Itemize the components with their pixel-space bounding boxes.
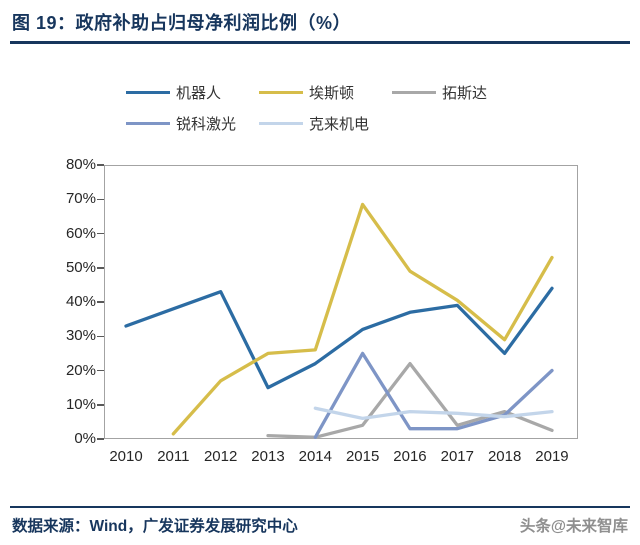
x-axis-tick-label: 2018 <box>487 448 522 465</box>
y-axis-tick-label: 80% <box>65 156 96 173</box>
y-axis-tick <box>97 267 104 269</box>
x-axis-tick-label: 2017 <box>440 448 474 465</box>
x-axis-tick-label: 2016 <box>393 448 427 465</box>
x-axis-tick-label: 2015 <box>345 448 380 465</box>
y-axis-tick-label: 10% <box>65 395 96 413</box>
footer-divider <box>10 506 630 508</box>
y-axis-tick-label: 50% <box>65 258 96 276</box>
plot-lines <box>124 202 554 439</box>
x-axis-tick-label: 2010 <box>109 448 143 465</box>
data-source-note: 数据来源：Wind，广发证券发展研究中心 <box>12 518 298 535</box>
series-line <box>313 351 554 439</box>
legend-label: 埃斯顿 <box>309 85 355 102</box>
title-divider <box>10 41 630 44</box>
legend-line-swatch <box>259 90 303 95</box>
legend-line-swatch <box>259 121 303 126</box>
series-line <box>124 286 554 390</box>
legend-item: 克来机电 <box>259 110 392 137</box>
y-axis-tick <box>97 335 104 337</box>
y-axis-tick-label: 60% <box>65 224 96 242</box>
y-axis-tick-label: 20% <box>65 361 96 379</box>
legend-line-swatch <box>126 121 170 126</box>
legend-line-swatch <box>392 90 436 95</box>
legend-label: 克来机电 <box>309 116 370 133</box>
legend-item: 锐科激光 <box>126 110 259 137</box>
y-axis-tick <box>97 404 104 406</box>
y-axis-tick <box>97 438 104 440</box>
legend-item: 埃斯顿 <box>259 79 392 106</box>
series-line <box>171 202 554 436</box>
y-axis-tick-label: 70% <box>65 190 96 208</box>
y-axis-tick-label: 0% <box>74 430 96 447</box>
figure-title: 图 19：政府补助占归母净利润比例（%） <box>12 13 352 33</box>
x-axis-tick-label: 2012 <box>203 448 238 465</box>
y-axis-tick <box>97 164 104 166</box>
legend-item: 机器人 <box>126 79 259 106</box>
x-axis-tick-label: 2013 <box>251 448 285 465</box>
legend-item: 拓斯达 <box>392 79 525 106</box>
y-axis-tick-label: 40% <box>65 293 96 310</box>
chart-legend: 机器人 埃斯顿 拓斯达锐科激光 克来机电 <box>126 79 531 137</box>
y-axis-tick <box>97 198 104 200</box>
y-axis-tick-label: 30% <box>65 327 96 345</box>
legend-line-swatch <box>126 90 170 95</box>
x-axis-tick-label: 2011 <box>157 448 190 465</box>
legend-label: 锐科激光 <box>176 116 237 133</box>
x-axis-tick-label: 2014 <box>298 448 332 465</box>
line-chart: 0% 10% 20% 30% 40% 50% 60% 70% 80% 2010 2011 2012 20… <box>0 155 640 485</box>
x-axis-tick-label: 2019 <box>535 448 569 465</box>
series-line <box>313 406 554 421</box>
y-axis-tick <box>97 301 104 303</box>
legend-label: 拓斯达 <box>442 85 488 102</box>
y-axis-tick <box>97 232 104 235</box>
watermark-label: 头条@未来智库 <box>519 518 628 535</box>
y-axis-tick <box>97 369 104 372</box>
legend-label: 机器人 <box>176 85 222 102</box>
